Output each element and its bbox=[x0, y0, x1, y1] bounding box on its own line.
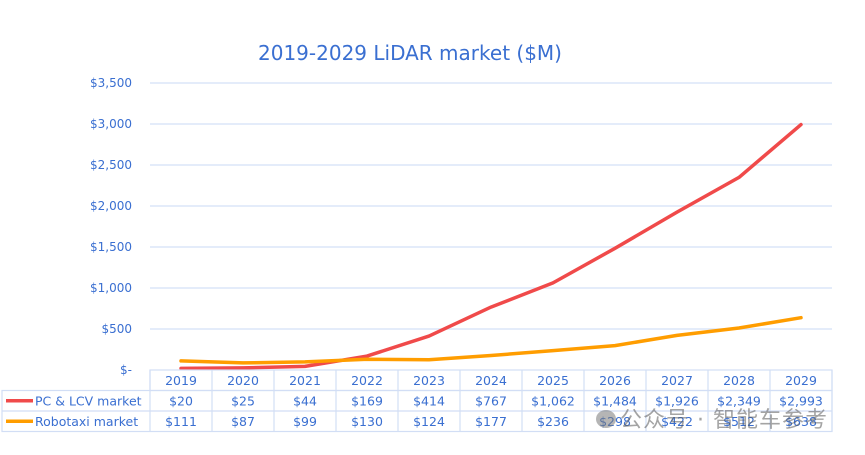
data-cell: $99 bbox=[293, 414, 317, 429]
data-cell: $87 bbox=[231, 414, 255, 429]
y-tick-label: $3,500 bbox=[90, 76, 132, 90]
x-category-label: 2019 bbox=[165, 373, 197, 388]
y-tick-label: $- bbox=[120, 363, 132, 377]
series-lines bbox=[179, 122, 803, 371]
y-tick-label: $2,500 bbox=[90, 158, 132, 172]
legend-label: PC & LCV market bbox=[35, 394, 142, 409]
data-cell: $2,993 bbox=[779, 394, 823, 409]
series-line-robotaxi bbox=[179, 315, 803, 365]
x-category-label: 2028 bbox=[723, 373, 755, 388]
data-cell: $130 bbox=[351, 414, 383, 429]
y-tick-label: $1,000 bbox=[90, 281, 132, 295]
data-cell: $1,484 bbox=[593, 394, 637, 409]
y-axis-ticks: $- $500 $1,000 $1,500 $2,000 $2,500 $3,000 $3,5… bbox=[90, 76, 132, 377]
data-cell: $20 bbox=[169, 394, 193, 409]
data-cell: $767 bbox=[475, 394, 507, 409]
x-category-label: 2022 bbox=[351, 373, 383, 388]
x-category-label: 2026 bbox=[599, 373, 631, 388]
data-cell: $414 bbox=[413, 394, 445, 409]
data-cell: $111 bbox=[165, 414, 197, 429]
gridlines bbox=[150, 82, 832, 330]
x-category-label: 2023 bbox=[413, 373, 445, 388]
data-cell: $638 bbox=[785, 414, 817, 429]
watermark-text: 公众号 · 智能车参考 bbox=[620, 408, 828, 433]
data-cell: $25 bbox=[231, 394, 255, 409]
data-cell: $422 bbox=[661, 414, 693, 429]
x-category-label: 2020 bbox=[227, 373, 259, 388]
y-tick-label: $500 bbox=[101, 322, 132, 336]
data-cell: $169 bbox=[351, 394, 383, 409]
y-tick-label: $1,500 bbox=[90, 240, 132, 254]
data-cell: $177 bbox=[475, 414, 507, 429]
data-table: 2019 2020 2021 2022 2023 2024 2025 2026 2027 2028… bbox=[1, 369, 833, 433]
x-category-label: 2024 bbox=[475, 373, 507, 388]
data-cell: $124 bbox=[413, 414, 445, 429]
data-cell: $236 bbox=[537, 414, 569, 429]
data-cell: $512 bbox=[723, 414, 755, 429]
data-cell: $2,349 bbox=[717, 394, 761, 409]
x-category-label: 2027 bbox=[661, 373, 693, 388]
watermark: 公众号 · 智能车参考 bbox=[596, 402, 828, 434]
wechat-icon bbox=[596, 410, 616, 428]
x-category-label: 2021 bbox=[289, 373, 321, 388]
series-line-pc-lcv bbox=[179, 122, 803, 371]
legend-label: Robotaxi market bbox=[35, 414, 138, 429]
data-cell: $44 bbox=[293, 394, 317, 409]
y-tick-label: $2,000 bbox=[90, 199, 132, 213]
x-category-label: 2029 bbox=[785, 373, 817, 388]
chart-title: 2019-2029 LiDAR market ($M) bbox=[258, 41, 562, 65]
data-cell: $1,926 bbox=[655, 394, 699, 409]
x-category-label: 2025 bbox=[537, 373, 569, 388]
data-cell: $1,062 bbox=[531, 394, 575, 409]
y-tick-label: $3,000 bbox=[90, 117, 132, 131]
